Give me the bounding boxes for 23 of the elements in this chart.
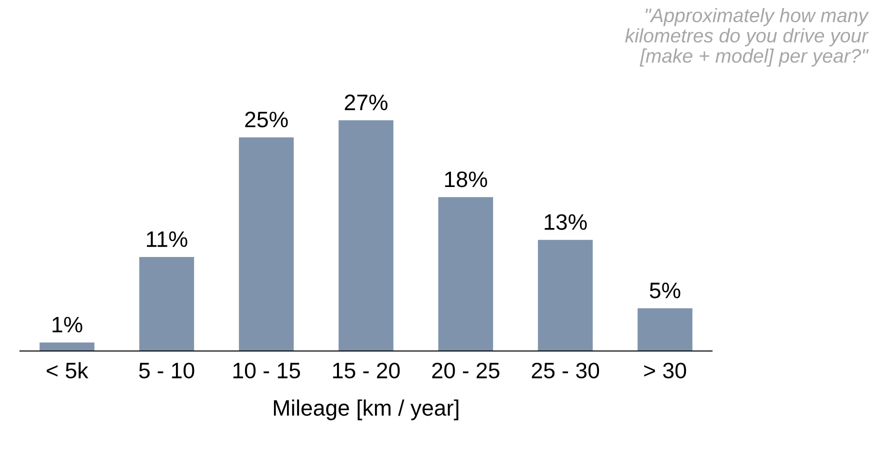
bar: [238, 137, 294, 351]
x-tick-label: 10 - 15: [233, 362, 300, 378]
bar: [40, 342, 94, 351]
bar: [638, 308, 692, 351]
bar: [338, 120, 394, 351]
x-tick-label: 15 - 20: [333, 362, 400, 378]
chart-title: "Approximately how many kilometres do you drive your [make + model] per year?": [625, 8, 869, 67]
data-label: 13%: [544, 214, 587, 230]
x-tick-label: 20 - 25: [432, 362, 500, 378]
data-label: 25%: [245, 112, 288, 128]
x-tick-label: 25 - 30: [532, 362, 600, 378]
data-label: 18%: [445, 171, 488, 188]
bar: [538, 240, 593, 351]
x-tick-label: < 5k: [46, 362, 88, 378]
data-label: 5%: [650, 282, 680, 298]
x-tick-label: > 30: [644, 362, 686, 378]
x-axis-title: Mileage [km / year]: [274, 399, 458, 420]
bar: [139, 256, 194, 351]
data-label: 1%: [52, 316, 82, 332]
x-tick-label: 5 - 10: [139, 362, 194, 378]
bar: [438, 197, 494, 351]
data-label: 27%: [344, 94, 388, 110]
data-label: 11%: [146, 231, 188, 247]
